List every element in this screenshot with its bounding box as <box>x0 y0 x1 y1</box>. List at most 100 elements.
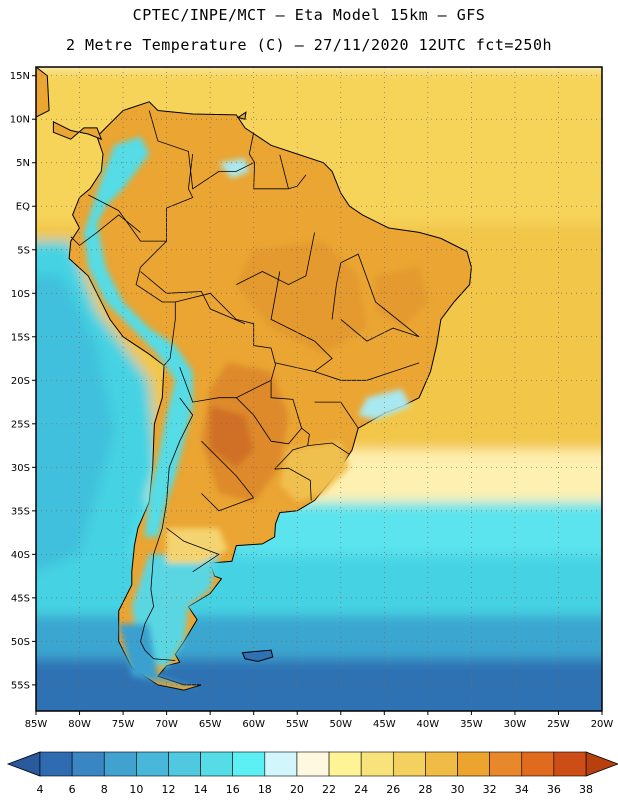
colorbar-swatch <box>489 751 523 777</box>
colorbar-label: 14 <box>194 783 208 796</box>
lon-label: 45W <box>373 719 396 730</box>
colorbar-swatch <box>296 751 330 777</box>
colorbar-label: 4 <box>37 783 44 796</box>
colorbar-min-arrow <box>6 751 41 777</box>
country-border <box>88 153 194 242</box>
country-border <box>331 253 420 342</box>
lat-label: 15N <box>10 71 30 82</box>
patagonia-cool-patch <box>131 554 219 668</box>
colorbar-label: 6 <box>69 783 76 796</box>
country-border <box>166 527 220 573</box>
lat-label: 40S <box>11 550 30 561</box>
country-border <box>270 271 333 373</box>
country-border <box>175 292 276 403</box>
lat-label: 5N <box>16 158 30 169</box>
tierra-del-fuego-cold-patch <box>118 624 202 690</box>
country-border <box>279 154 307 190</box>
lon-label: 35W <box>460 719 483 730</box>
lat-label: 45S <box>11 593 30 604</box>
south-brazil-mild-patch <box>279 441 350 503</box>
colorbar-swatch <box>39 751 73 777</box>
colorbar-label: 16 <box>226 783 240 796</box>
lat-label: 5S <box>17 245 30 256</box>
colorbar-label: 12 <box>161 783 175 796</box>
lat-label: 10S <box>11 289 30 300</box>
country-border <box>274 467 312 501</box>
temperature-colorbar: 4 6 8 10 12 14 16 18 20 22 24 26 28 30 32 34 36 38 <box>6 751 618 796</box>
colorbar-label: 22 <box>322 783 336 796</box>
colorbar-swatch <box>103 751 137 777</box>
colorbar-max-arrow <box>585 751 618 777</box>
colorbar-label: 32 <box>483 783 497 796</box>
colorbar-label: 10 <box>129 783 143 796</box>
map-title-line1: CPTEC/INPE/MCT – Eta Model 15km – GFS <box>132 6 486 24</box>
country-border <box>201 440 255 512</box>
country-border <box>148 110 254 190</box>
amazon-warm-patch <box>236 241 367 355</box>
lat-label: 35S <box>11 506 30 517</box>
lat-label: 15S <box>11 332 30 343</box>
ocean-band-cool <box>36 554 602 616</box>
lat-label: 30S <box>11 463 30 474</box>
land-temperature-field <box>36 67 472 691</box>
country-border <box>248 132 289 190</box>
colorbar-label: 30 <box>451 783 465 796</box>
colorbar-swatch <box>521 751 555 777</box>
colorbar-swatch <box>200 751 234 777</box>
colorbar-label: 26 <box>386 783 400 796</box>
pacific-cold-core <box>36 275 115 572</box>
falkland-islands <box>241 649 274 662</box>
lon-label: 80W <box>68 719 91 730</box>
country-border <box>135 240 176 366</box>
lon-label: 60W <box>242 719 265 730</box>
colorbar-label: 38 <box>579 783 593 796</box>
lon-label: 65W <box>199 719 222 730</box>
lon-label: 75W <box>112 719 135 730</box>
colorbar-swatch <box>425 751 458 777</box>
country-border <box>140 271 246 325</box>
panama-land <box>52 120 103 141</box>
country-border <box>236 380 303 445</box>
country-border <box>236 232 315 286</box>
colorbar-swatch <box>136 751 169 777</box>
lon-label: 85W <box>25 719 48 730</box>
lon-label: 55W <box>286 719 309 730</box>
lon-label: 70W <box>155 719 178 730</box>
lat-label: 25S <box>11 419 30 430</box>
lat-label: 55S <box>11 680 30 691</box>
map-plot-area <box>36 67 602 711</box>
ocean-band-coldest <box>36 658 602 711</box>
ocean-band-cold <box>36 615 602 659</box>
colorbar-label: 18 <box>258 783 272 796</box>
colorbar-swatch <box>457 751 490 777</box>
colorbar-label: 34 <box>515 783 529 796</box>
serra-mar-cool-patch <box>358 389 411 420</box>
colorbar-label: 28 <box>418 783 432 796</box>
colorbar-swatch <box>392 751 426 777</box>
colorbar-swatch <box>360 751 394 777</box>
country-border <box>307 442 350 455</box>
lat-label: 50S <box>11 637 30 648</box>
central-america-land <box>36 67 50 118</box>
lon-label: 20W <box>591 719 614 730</box>
andes-cool-ridge <box>83 136 193 537</box>
colorbar-label: 36 <box>547 783 561 796</box>
colorbar-label: 20 <box>290 783 304 796</box>
lat-label: 10N <box>10 115 30 126</box>
colorbar-swatch <box>264 751 298 777</box>
country-border <box>140 397 194 661</box>
lon-label: 30W <box>504 719 527 730</box>
colorbar-label: 8 <box>101 783 108 796</box>
colorbar-swatch <box>168 751 201 777</box>
colorbar-swatch <box>553 751 587 777</box>
lon-label: 50W <box>329 719 352 730</box>
colorbar-swatch <box>328 751 362 777</box>
guiana-highlands-patch <box>218 158 250 179</box>
latitude-labels: 15N 10N 5N EQ 5S 10S 15S 20S 25S 30S 35S 40S 45S 50S 5… <box>10 71 36 691</box>
trinidad-island <box>236 111 247 120</box>
country-border <box>70 214 141 246</box>
lon-label: 25W <box>547 719 570 730</box>
chaco-hottest-patch <box>210 406 254 468</box>
lon-label: 40W <box>417 719 440 730</box>
